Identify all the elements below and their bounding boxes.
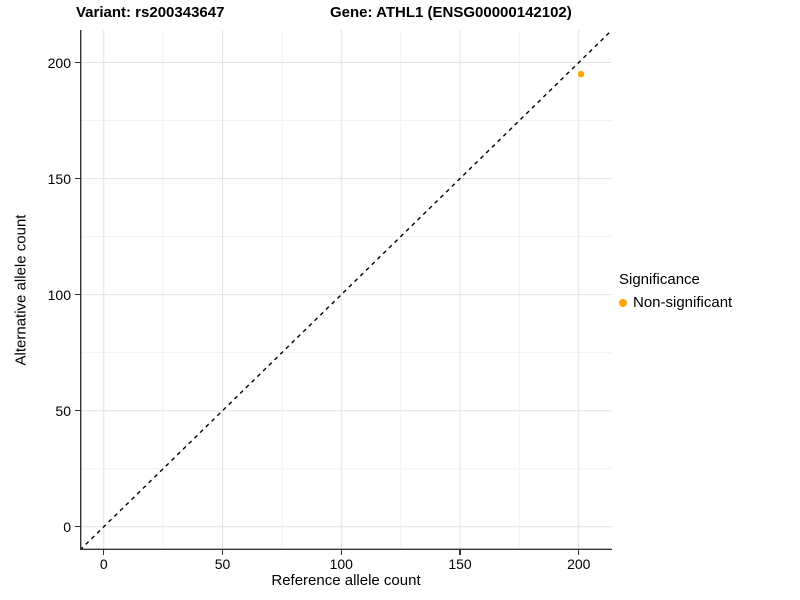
y-tick-label: 100 <box>47 286 71 303</box>
y-tick-label: 0 <box>63 518 71 535</box>
identity-line <box>80 30 612 550</box>
x-tick-label: 100 <box>329 556 353 572</box>
x-tick-label: 200 <box>567 556 591 572</box>
variant-title: Variant: rs200343647 <box>76 4 225 21</box>
legend-item-label: Non-significant <box>633 294 733 311</box>
y-tick-mark <box>75 410 80 412</box>
y-tick-mark <box>75 61 80 64</box>
x-tick-mark <box>459 550 461 555</box>
y-tick-label: 150 <box>47 170 71 187</box>
y-tick-mark <box>75 177 80 180</box>
plot-panel <box>80 30 612 550</box>
y-tick-label: 200 <box>47 54 71 71</box>
legend-point-icon <box>619 298 627 307</box>
x-tick-label: 150 <box>448 556 472 572</box>
x-tick-mark <box>103 550 105 555</box>
y-tick-mark <box>75 526 80 528</box>
legend-item: Non-significant <box>619 294 732 311</box>
gene-title: Gene: ATHL1 (ENSG00000142102) <box>330 4 572 21</box>
x-tick-label: 0 <box>99 556 108 572</box>
x-tick-mark <box>578 550 580 555</box>
x-tick-mark <box>340 550 342 555</box>
legend-title: Significance <box>619 271 700 288</box>
y-axis-title: Alternative allele count <box>12 214 30 366</box>
y-tick-label: 50 <box>55 402 71 419</box>
x-axis-title: Reference allele count <box>271 572 421 589</box>
x-tick-mark <box>221 550 224 555</box>
y-tick-mark <box>75 293 80 296</box>
data-point <box>577 70 585 78</box>
x-tick-label: 50 <box>214 556 231 572</box>
legend: Significance Non-significant <box>619 271 732 311</box>
